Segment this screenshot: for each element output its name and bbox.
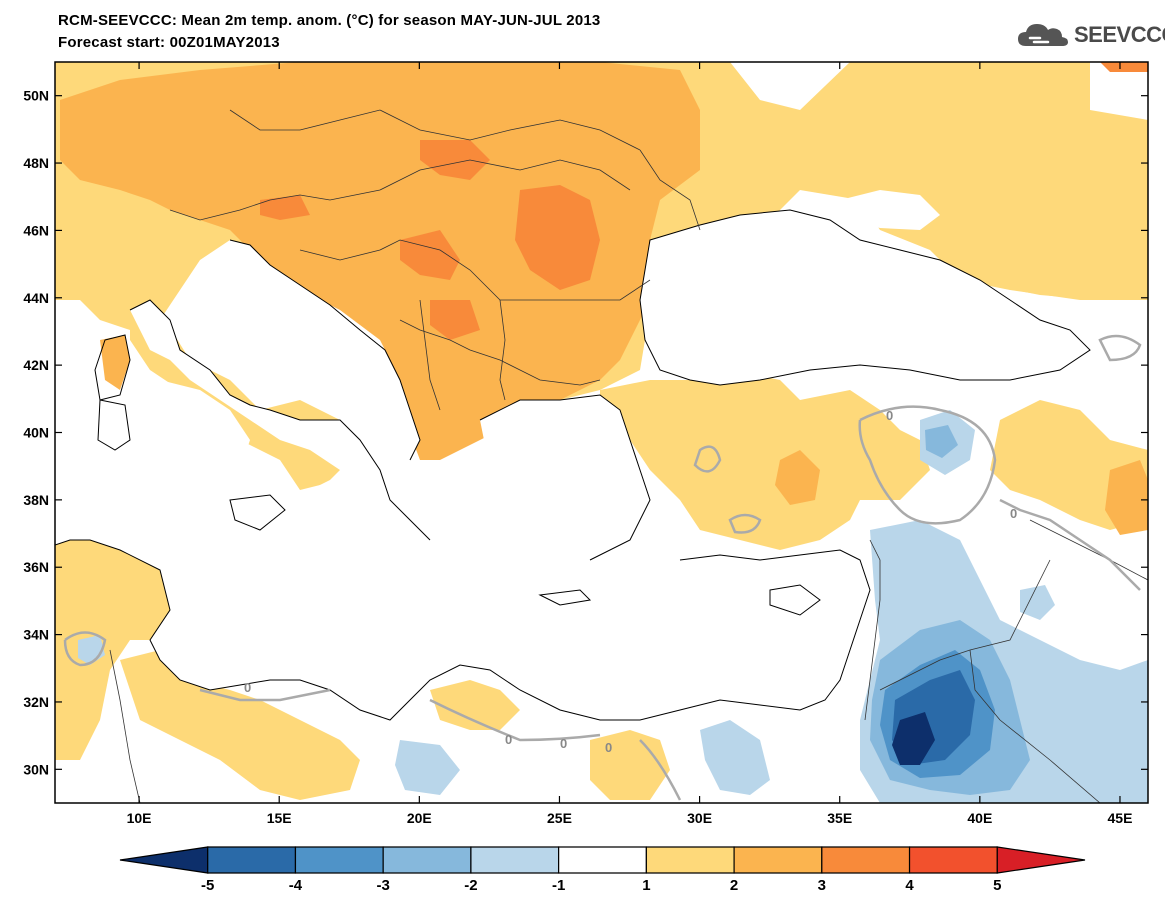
anomaly-region-3-4	[400, 230, 460, 280]
colorbar-label: -1	[552, 877, 565, 894]
lon-tick-label: 30E	[687, 810, 712, 826]
lat-tick-label: 48N	[23, 155, 49, 171]
colorbar-segment	[558, 846, 647, 874]
sea-of-azov	[840, 190, 940, 230]
anomaly-region-1-2	[55, 530, 170, 760]
anomaly-region-2-3	[1105, 460, 1148, 535]
lat-tick-label: 50N	[23, 88, 49, 104]
lon-tick-label: 25E	[547, 810, 572, 826]
lon-tick-label: 40E	[967, 810, 992, 826]
anomaly-region-1-2	[940, 190, 1148, 300]
colorbar-segment	[645, 846, 735, 874]
contour-label: 0	[605, 740, 612, 755]
anomaly-region-minus-1-2	[1020, 585, 1055, 620]
contour-label: 0	[244, 680, 251, 695]
colorbar-segment	[119, 846, 209, 874]
colorbar-segment	[294, 846, 384, 874]
country-borders	[109, 109, 1148, 803]
anomaly-region-2-3	[60, 62, 700, 460]
anomaly-region-3-4	[260, 195, 310, 220]
colorbar-label: -4	[289, 877, 303, 894]
aegean-sea	[480, 395, 650, 565]
colorbar-label: 4	[905, 877, 914, 894]
lat-tick-label: 42N	[23, 357, 49, 373]
colorbar-segment	[382, 846, 472, 874]
mediterranean-sea	[55, 300, 870, 720]
lat-tick-label: 36N	[23, 559, 49, 575]
colorbar-segment	[207, 846, 297, 874]
anomaly-region-minus-1-2	[395, 740, 460, 795]
map-title: RCM-SEEVCCC: Mean 2m temp. anom. (°C) fo…	[58, 12, 601, 29]
tyrrhenian-sea	[120, 380, 250, 495]
colorbar-label: 3	[818, 877, 826, 894]
contour-label: 0	[505, 732, 512, 747]
anomaly-region-minus-1-2	[700, 720, 770, 795]
lat-tick-label: 46N	[23, 222, 49, 238]
seevccc-logo: SEEVCCC	[1016, 20, 1165, 50]
colorbar-segment	[996, 846, 1086, 874]
lon-tick-label: 15E	[267, 810, 292, 826]
contour-label: 0	[886, 408, 893, 423]
lat-tick-label: 30N	[23, 761, 49, 777]
colorbar-segment	[733, 846, 823, 874]
lat-tick-label: 44N	[23, 290, 49, 306]
colorbar: -5 -4 -3 -2 -1 1 2 3 4 5	[119, 846, 1086, 894]
lon-tick-label: 20E	[407, 810, 432, 826]
anomaly-region-below-minus-5	[892, 712, 935, 765]
map-plot-area: 0 0 0 0 0 0	[55, 62, 1148, 803]
lon-tick-label: 45E	[1108, 810, 1133, 826]
lon-tick-label: 10E	[127, 810, 152, 826]
colorbar-label: 1	[642, 877, 650, 894]
lat-tick-label: 38N	[23, 492, 49, 508]
zero-contours	[63, 334, 1142, 801]
anomaly-region-1-2	[600, 370, 930, 550]
anomaly-region-2-3	[230, 70, 320, 130]
black-sea	[640, 210, 1090, 385]
longitude-axis: 10E 15E 20E 25E 30E 35E 40E 45E	[127, 62, 1133, 826]
colorbar-label: 2	[730, 877, 738, 894]
anomaly-region-1-2	[590, 730, 670, 800]
anomaly-region-3-4	[1100, 62, 1148, 72]
lat-tick-label: 32N	[23, 694, 49, 710]
anomaly-region-1-2	[430, 680, 520, 730]
logo-text: SEEVCCC	[1074, 22, 1165, 47]
colorbar-label: -3	[377, 877, 390, 894]
colorbar-segment	[908, 846, 998, 874]
lat-tick-label: 34N	[23, 627, 49, 643]
anomaly-region-1-2	[120, 650, 360, 800]
latitude-axis: 30N 32N 34N 36N 38N 40N 42N 44N 46N 48N 50N	[23, 88, 1148, 777]
anomaly-region-3-4	[430, 300, 480, 340]
contour-label: 0	[1010, 506, 1017, 521]
forecast-start-label: Forecast start: 00Z01MAY2013	[58, 34, 280, 51]
adriatic-sea	[230, 240, 420, 460]
colorbar-segment	[821, 846, 911, 874]
contour-labels: 0 0 0 0 0 0	[244, 408, 1017, 755]
coastlines	[55, 209, 1091, 721]
contour-label: 0	[560, 736, 567, 751]
cloud-icon	[1018, 24, 1068, 46]
anomaly-region-3-4	[515, 185, 600, 290]
colorbar-label: 5	[993, 877, 1001, 894]
colorbar-segment	[470, 846, 560, 874]
lon-tick-label: 35E	[827, 810, 852, 826]
lat-tick-label: 40N	[23, 425, 49, 441]
colorbar-label: -2	[464, 877, 477, 894]
anomaly-region-2-3	[100, 335, 130, 390]
colorbar-label: -5	[201, 877, 214, 894]
anomaly-region-2-3	[775, 450, 820, 505]
anomaly-region-minus-2-3	[925, 425, 958, 458]
anomaly-region-3-4	[420, 140, 490, 180]
